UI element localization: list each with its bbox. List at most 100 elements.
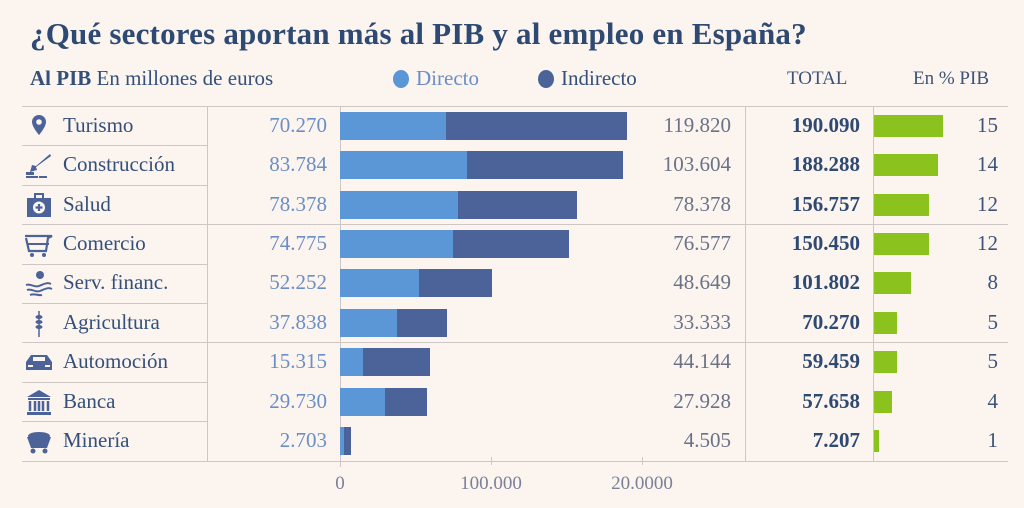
bar-pct-pib [874, 154, 939, 177]
indirecto-value: 44.144 [673, 349, 731, 374]
x-tick [491, 456, 492, 465]
bar-pct-pib [874, 429, 879, 452]
total-value: 156.757 [791, 191, 860, 216]
pct-pib-value: 12 [977, 230, 998, 255]
total-value: 188.288 [791, 152, 860, 177]
subtitle-bold: Al PIB [30, 66, 92, 90]
pct-pib-value: 1 [987, 427, 999, 452]
sector-label: Salud [63, 191, 111, 216]
legend-directo: Directo [393, 66, 479, 91]
directo-value: 83.784 [269, 152, 327, 177]
bar-pct-pib [874, 232, 930, 255]
directo-value: 37.838 [269, 309, 327, 334]
group-separator [22, 224, 1008, 226]
sector-label: Serv. financ. [63, 270, 169, 295]
total-value: 70.270 [802, 309, 860, 334]
bar-pct-pib [874, 193, 930, 216]
sector-label: Comercio [63, 230, 146, 255]
bar-indirecto [466, 151, 623, 180]
indirecto-value: 103.604 [662, 152, 731, 177]
row-divider [22, 184, 207, 186]
directo-value: 15.315 [269, 349, 327, 374]
indirecto-value: 78.378 [673, 191, 731, 216]
bar-directo [340, 387, 385, 416]
directo-value: 2.703 [279, 427, 327, 452]
x-tick-label: 100.000 [460, 472, 522, 494]
pct-pib-value: 15 [977, 112, 998, 137]
total-value: 59.459 [802, 349, 860, 374]
hand-coin-icon [24, 269, 54, 297]
row-divider [22, 421, 207, 423]
table-top-line [22, 106, 1008, 107]
legend-directo-swatch [393, 69, 409, 88]
indirecto-value: 48.649 [673, 270, 731, 295]
bank-icon [24, 388, 54, 416]
pct-pib-value: 5 [987, 349, 999, 374]
trowel-bricks-icon [24, 151, 54, 179]
bar-pct-pib [874, 351, 897, 374]
bar-indirecto [458, 190, 577, 219]
directo-value: 29.730 [269, 388, 327, 413]
medical-kit-icon [24, 191, 54, 219]
bar-directo [340, 111, 447, 140]
wheat-icon [24, 309, 54, 337]
total-value: 57.658 [802, 388, 860, 413]
map-pin-icon [24, 112, 54, 140]
bar-directo [340, 151, 467, 180]
legend-indirecto-swatch [538, 69, 554, 88]
bar-pct-pib [874, 311, 897, 334]
bar-directo [340, 229, 453, 258]
bar-indirecto [344, 426, 351, 455]
directo-value: 52.252 [269, 270, 327, 295]
indirecto-value: 27.928 [673, 388, 731, 413]
directo-value: 74.775 [269, 230, 327, 255]
indirecto-value: 4.505 [683, 427, 731, 452]
sector-label: Agricultura [63, 309, 160, 334]
bar-indirecto [452, 229, 569, 258]
pct-pib-value: 8 [987, 270, 999, 295]
shopping-cart-icon [24, 230, 54, 258]
label-column-divider [207, 106, 208, 461]
bar-indirecto [397, 308, 448, 337]
bar-directo [340, 426, 345, 455]
row-divider [22, 303, 207, 304]
group-separator [22, 342, 1008, 344]
row-divider [22, 145, 207, 147]
pct-pib-value: 12 [977, 191, 998, 216]
directo-value: 78.378 [269, 191, 327, 216]
sector-label: Construcción [63, 152, 175, 177]
bar-directo [340, 190, 459, 219]
x-tick-label: 20.0000 [611, 472, 673, 494]
car-icon [24, 348, 54, 376]
sector-label: Minería [63, 427, 130, 452]
pct-pib-value: 5 [987, 309, 999, 334]
bar-pct-pib [874, 114, 943, 137]
indirecto-value: 76.577 [673, 230, 731, 255]
total-value: 190.090 [791, 112, 860, 137]
bar-directo [340, 308, 398, 337]
mine-cart-icon [24, 427, 54, 455]
chart-subtitle: Al PIB En millones de euros [30, 66, 273, 91]
bar-indirecto [384, 387, 428, 416]
sector-label: Banca [63, 388, 116, 413]
total-column-header: TOTAL [787, 68, 848, 89]
subtitle-unit: En millones de euros [96, 66, 274, 90]
x-tick [642, 456, 643, 465]
bar-pct-pib [874, 272, 911, 295]
row-divider [22, 263, 207, 265]
indirecto-value: 33.333 [673, 309, 731, 334]
bar-indirecto [363, 348, 430, 377]
legend-directo-label: Directo [416, 66, 479, 90]
legend-indirecto: Indirecto [538, 66, 637, 91]
sector-label: Turismo [63, 112, 134, 137]
bar-indirecto [418, 269, 493, 298]
bar-indirecto [446, 111, 628, 140]
pct-pib-value: 14 [977, 152, 998, 177]
bar-directo [340, 348, 364, 377]
sector-label: Automoción [63, 349, 168, 374]
chart-title: ¿Qué sectores aportan más al PIB y al em… [30, 16, 807, 51]
total-column-divider-left [745, 106, 746, 461]
bar-directo [340, 269, 419, 298]
row-divider [22, 381, 207, 383]
pct-column-header: En % PIB [913, 68, 989, 89]
